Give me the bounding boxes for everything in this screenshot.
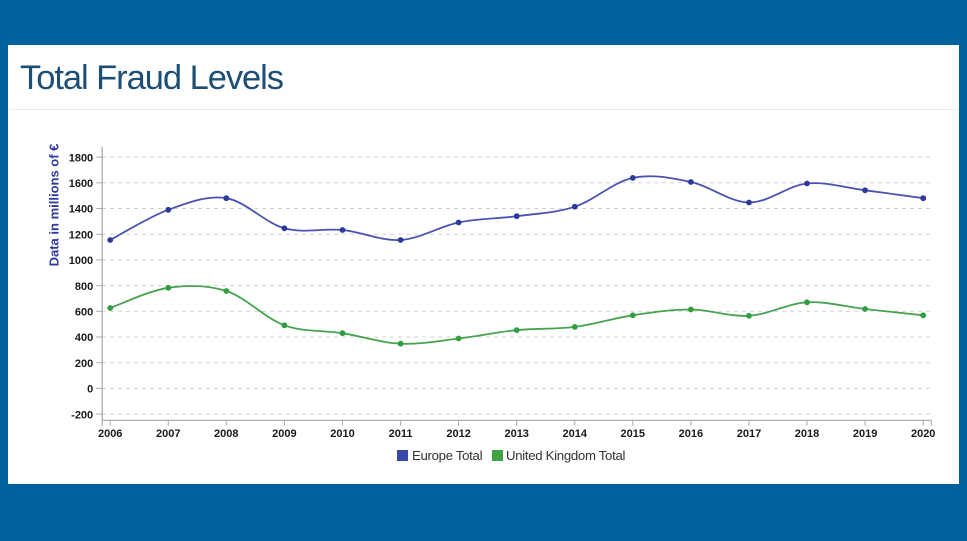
svg-text:2020: 2020 [911,428,935,440]
svg-text:2017: 2017 [737,428,761,440]
svg-text:-200: -200 [71,409,93,421]
svg-text:1000: 1000 [69,255,93,267]
svg-text:200: 200 [75,358,93,370]
svg-text:2007: 2007 [156,428,180,440]
svg-text:2016: 2016 [679,428,703,440]
svg-text:1600: 1600 [69,178,93,190]
svg-text:1800: 1800 [69,152,93,164]
svg-text:2009: 2009 [272,428,296,440]
svg-text:2008: 2008 [214,428,238,440]
svg-text:2011: 2011 [389,428,413,440]
svg-text:2018: 2018 [795,428,819,440]
svg-text:1400: 1400 [69,204,93,216]
svg-text:Data in millions of €: Data in millions of € [47,144,62,267]
svg-text:800: 800 [75,281,93,293]
svg-text:2014: 2014 [563,428,588,440]
svg-text:2012: 2012 [446,428,470,440]
svg-text:1200: 1200 [69,229,93,241]
svg-text:400: 400 [75,332,93,344]
svg-text:2015: 2015 [621,428,645,440]
svg-text:2013: 2013 [504,428,528,440]
svg-text:2010: 2010 [330,428,354,440]
svg-text:600: 600 [75,307,93,319]
svg-text:2006: 2006 [98,428,122,440]
svg-text:0: 0 [87,384,93,396]
svg-text:2019: 2019 [853,428,877,440]
